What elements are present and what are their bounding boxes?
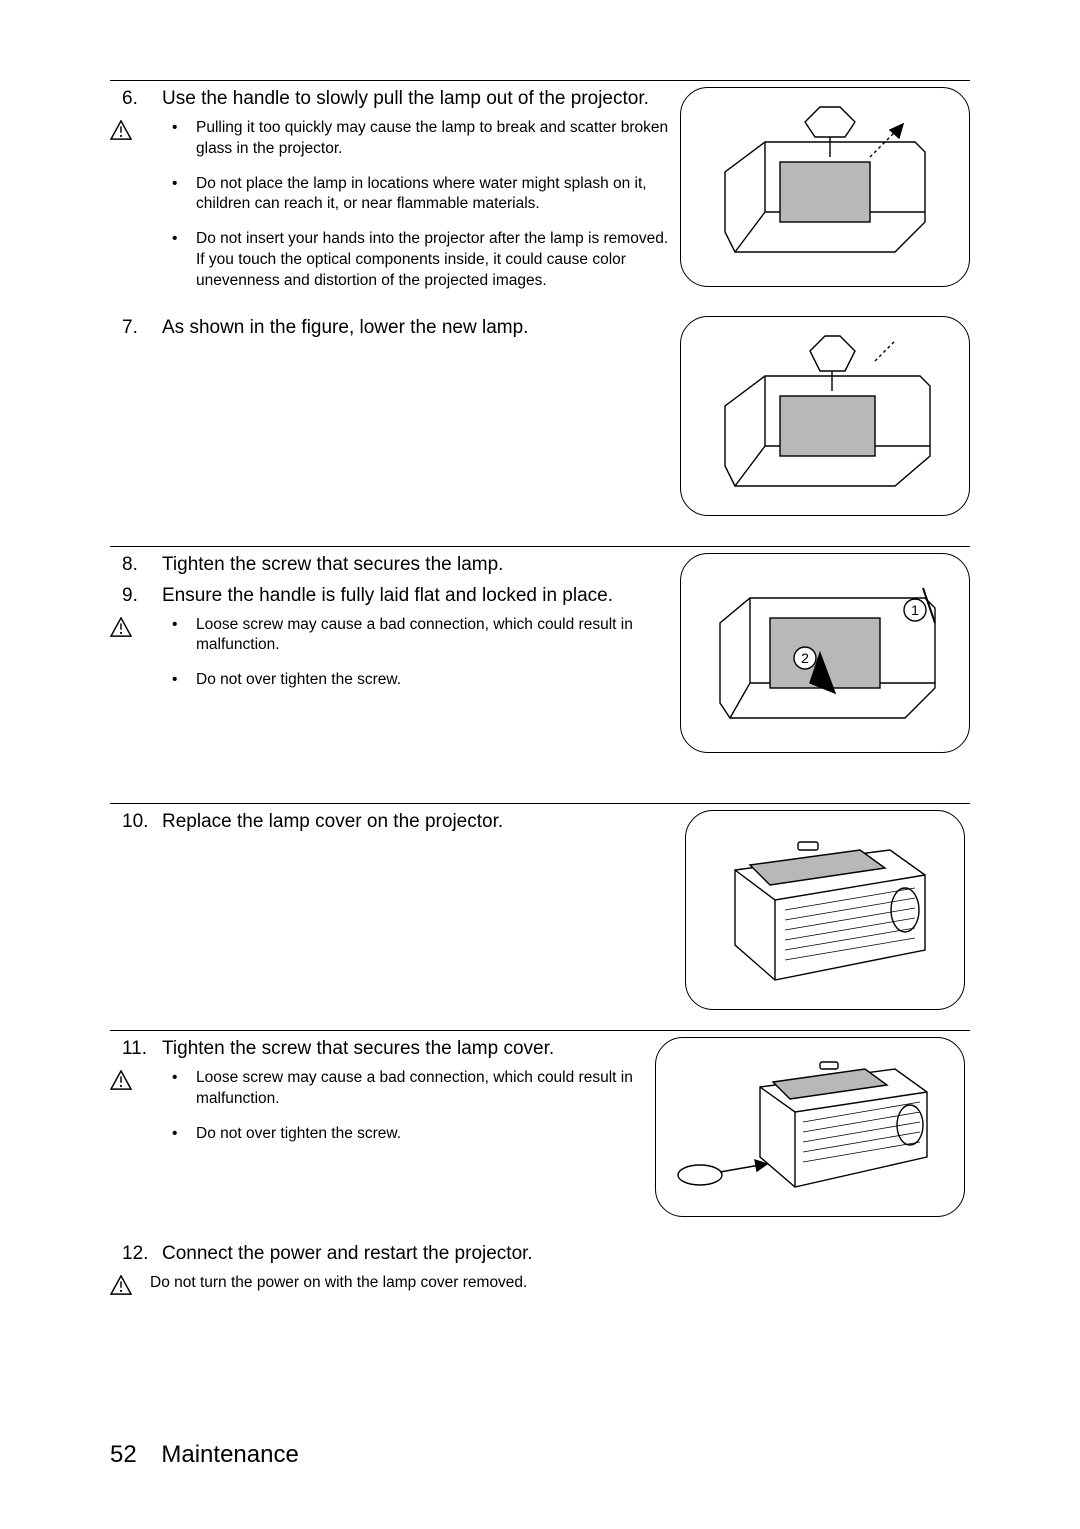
step-text: Tighten the screw that secures the lamp. bbox=[162, 553, 670, 578]
step-number: 7. bbox=[110, 316, 162, 341]
section-step-12: 12. Connect the power and restart the pr… bbox=[110, 1242, 970, 1295]
step-7: 7. As shown in the figure, lower the new… bbox=[110, 316, 670, 341]
warning-block: Loose screw may cause a bad connection, … bbox=[110, 1068, 640, 1159]
warning-item: Do not turn the power on with the lamp c… bbox=[142, 1273, 527, 1294]
warning-item: Do not insert your hands into the projec… bbox=[172, 229, 670, 292]
step-10: 10. Replace the lamp cover on the projec… bbox=[110, 810, 670, 835]
caution-icon bbox=[110, 615, 142, 637]
step-number: 6. bbox=[110, 87, 162, 112]
warning-list: Pulling it too quickly may cause the lam… bbox=[142, 118, 670, 306]
step-text: As shown in the figure, lower the new la… bbox=[162, 316, 670, 341]
step-number: 11. bbox=[110, 1037, 162, 1062]
step-number: 9. bbox=[110, 584, 162, 609]
section-step-6: 6. Use the handle to slowly pull the lam… bbox=[110, 80, 970, 306]
caution-icon bbox=[110, 1273, 142, 1295]
section-step-11: 11. Tighten the screw that secures the l… bbox=[110, 1030, 970, 1217]
footer-title: Maintenance bbox=[161, 1441, 298, 1468]
figure-lower-lamp bbox=[680, 316, 970, 516]
warning-block: Do not turn the power on with the lamp c… bbox=[110, 1273, 970, 1295]
warning-block: Pulling it too quickly may cause the lam… bbox=[110, 118, 670, 306]
step-text: Connect the power and restart the projec… bbox=[162, 1242, 970, 1267]
caution-icon bbox=[110, 118, 142, 140]
warning-item: Loose screw may cause a bad connection, … bbox=[172, 615, 670, 657]
section-step-10: 10. Replace the lamp cover on the projec… bbox=[110, 803, 970, 1010]
figure-pull-lamp bbox=[680, 87, 970, 287]
step-number: 10. bbox=[110, 810, 162, 835]
warning-item: Loose screw may cause a bad connection, … bbox=[172, 1068, 640, 1110]
step-11: 11. Tighten the screw that secures the l… bbox=[110, 1037, 640, 1062]
step-text: Ensure the handle is fully laid flat and… bbox=[162, 584, 670, 609]
step-text: Use the handle to slowly pull the lamp o… bbox=[162, 87, 670, 112]
page-number: 52 bbox=[110, 1441, 137, 1468]
caution-icon bbox=[110, 1068, 142, 1090]
step-text: Tighten the screw that secures the lamp … bbox=[162, 1037, 640, 1062]
warning-item: Pulling it too quickly may cause the lam… bbox=[172, 118, 670, 160]
warning-item: Do not over tighten the screw. bbox=[172, 670, 670, 691]
svg-text:2: 2 bbox=[801, 650, 809, 666]
warning-list: Loose screw may cause a bad connection, … bbox=[142, 615, 670, 706]
step-9: 9. Ensure the handle is fully laid flat … bbox=[110, 584, 670, 609]
step-number: 8. bbox=[110, 553, 162, 578]
figure-cover bbox=[685, 810, 965, 1010]
section-step-7: 7. As shown in the figure, lower the new… bbox=[110, 316, 970, 516]
step-text: Replace the lamp cover on the projector. bbox=[162, 810, 670, 835]
figure-screw-cover bbox=[655, 1037, 965, 1217]
step-8: 8. Tighten the screw that secures the la… bbox=[110, 553, 670, 578]
step-12: 12. Connect the power and restart the pr… bbox=[110, 1242, 970, 1267]
warning-item: Do not over tighten the screw. bbox=[172, 1124, 640, 1145]
warning-list: Loose screw may cause a bad connection, … bbox=[142, 1068, 640, 1159]
figure-tighten-lamp: 1 2 bbox=[680, 553, 970, 753]
page-footer: 52 Maintenance bbox=[110, 1441, 299, 1469]
warning-block: Loose screw may cause a bad connection, … bbox=[110, 615, 670, 706]
step-number: 12. bbox=[110, 1242, 162, 1267]
svg-text:1: 1 bbox=[911, 602, 919, 618]
step-6: 6. Use the handle to slowly pull the lam… bbox=[110, 87, 670, 112]
section-step-8-9: 8. Tighten the screw that secures the la… bbox=[110, 546, 970, 753]
warning-item: Do not place the lamp in locations where… bbox=[172, 174, 670, 216]
